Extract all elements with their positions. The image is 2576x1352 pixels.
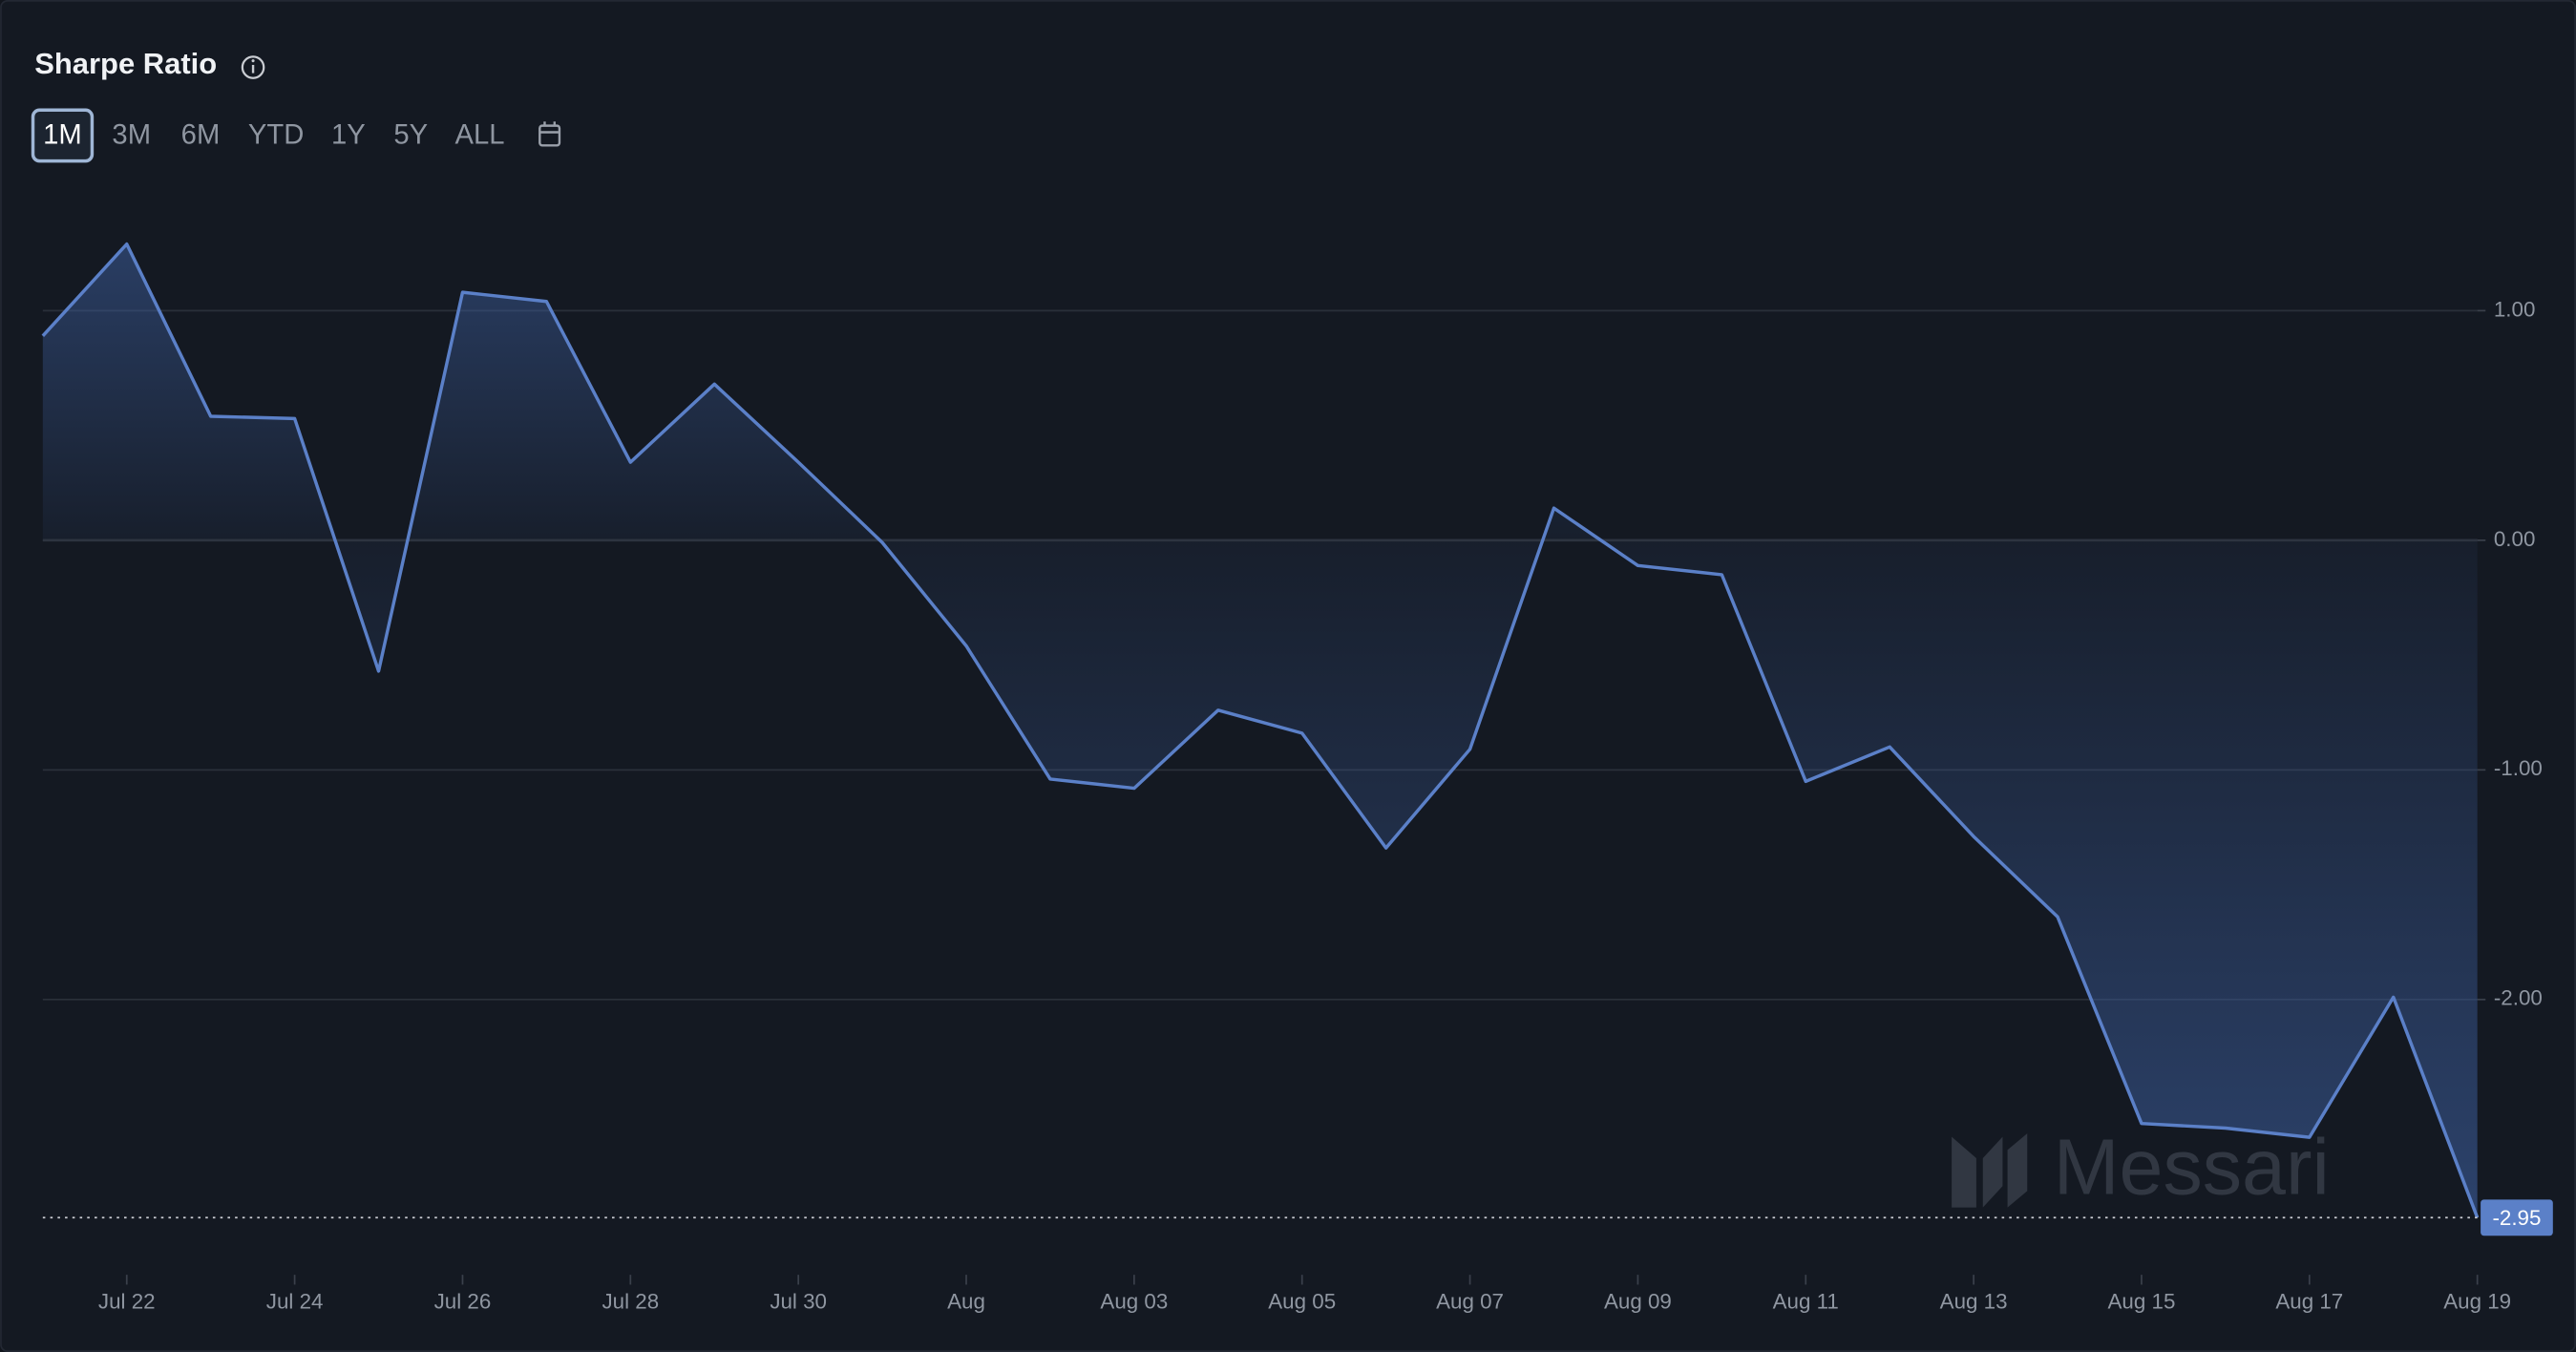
x-tick-label: Jul 22 xyxy=(98,1289,156,1313)
last-value-box xyxy=(2481,1199,2553,1236)
value-label: -2.95 xyxy=(2492,1206,2541,1230)
info-icon[interactable] xyxy=(241,55,265,79)
x-tick-label: Aug 09 xyxy=(1604,1289,1672,1313)
x-tick-label: Jul 24 xyxy=(266,1289,324,1313)
watermark-text: Messari xyxy=(2054,1123,2330,1211)
range-button[interactable]: 1Y xyxy=(331,120,366,151)
range-button[interactable]: 5Y xyxy=(393,120,428,151)
chart-title: Sharpe Ratio xyxy=(34,47,217,80)
y-tick-label: 1.00 xyxy=(2494,297,2536,321)
range-button-selected xyxy=(31,108,95,163)
line xyxy=(41,242,2480,1218)
x-tick-label: Jul 30 xyxy=(770,1289,827,1313)
range-button[interactable]: 3M xyxy=(112,120,151,151)
y-tick-label: 0.00 xyxy=(2494,527,2536,551)
x-tick-label: Aug 13 xyxy=(1940,1289,2008,1313)
x-tick-label: Jul 28 xyxy=(602,1289,659,1313)
watermark: Messari xyxy=(1952,1123,2330,1211)
calendar-icon[interactable] xyxy=(538,121,561,147)
x-tick-label: Aug 17 xyxy=(2275,1289,2343,1313)
y-tick-label: -2.00 xyxy=(2494,986,2543,1010)
x-tick-label: Aug 19 xyxy=(2443,1289,2511,1313)
x-tick-label: Jul 26 xyxy=(434,1289,492,1313)
y-tick-label: -1.00 xyxy=(2494,756,2543,780)
range-button[interactable]: YTD xyxy=(248,120,304,151)
range-button[interactable]: 1M xyxy=(43,120,82,151)
x-tick-label: Aug 11 xyxy=(1773,1289,1839,1313)
x-tick-label: Aug 07 xyxy=(1436,1289,1504,1313)
x-tick-label: Aug 15 xyxy=(2108,1289,2176,1313)
x-tick-label: Aug 03 xyxy=(1100,1289,1168,1313)
range-button[interactable]: 6M xyxy=(181,120,221,151)
x-tick-label: Aug 05 xyxy=(1268,1289,1336,1313)
x-tick-label: Aug xyxy=(947,1289,985,1313)
range-button[interactable]: ALL xyxy=(454,120,504,151)
watermark-logo xyxy=(1952,1133,2028,1208)
area-fill xyxy=(42,243,2478,1218)
